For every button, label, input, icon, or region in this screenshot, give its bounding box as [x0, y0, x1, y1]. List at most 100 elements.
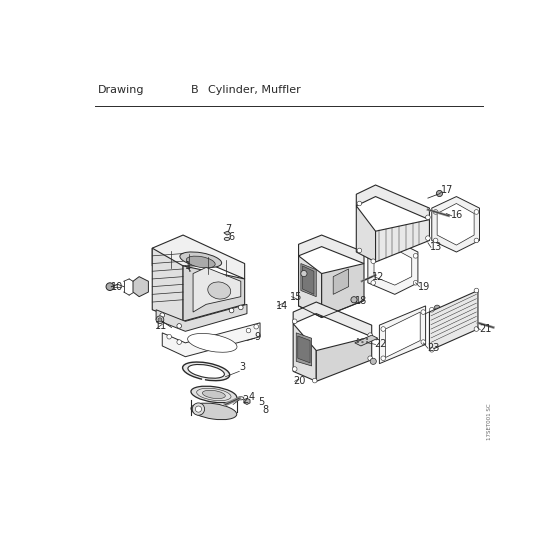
- Text: 2: 2: [242, 395, 249, 405]
- Text: 15: 15: [290, 292, 302, 302]
- Circle shape: [192, 403, 204, 416]
- Circle shape: [371, 254, 376, 258]
- Circle shape: [357, 338, 358, 340]
- Text: 16: 16: [451, 210, 463, 220]
- Ellipse shape: [180, 252, 222, 268]
- Polygon shape: [376, 220, 430, 262]
- Circle shape: [246, 328, 251, 333]
- Circle shape: [413, 254, 418, 258]
- Polygon shape: [301, 264, 316, 297]
- Text: 7: 7: [225, 224, 232, 234]
- Text: 10: 10: [111, 282, 124, 292]
- Polygon shape: [193, 267, 241, 312]
- Polygon shape: [293, 302, 372, 337]
- Circle shape: [292, 367, 297, 371]
- Text: 11: 11: [155, 321, 167, 331]
- Text: 17: 17: [441, 185, 454, 195]
- Polygon shape: [356, 206, 376, 262]
- Circle shape: [430, 347, 434, 352]
- Text: 23: 23: [427, 343, 440, 353]
- Text: 12: 12: [372, 272, 384, 282]
- Circle shape: [357, 201, 362, 206]
- Circle shape: [433, 209, 438, 214]
- Circle shape: [156, 316, 164, 324]
- Text: Cylinder, Muffler: Cylinder, Muffler: [208, 85, 301, 95]
- Circle shape: [366, 338, 368, 340]
- Polygon shape: [432, 197, 479, 252]
- Text: 8: 8: [262, 405, 268, 415]
- Polygon shape: [333, 269, 348, 295]
- Ellipse shape: [191, 386, 237, 403]
- Polygon shape: [355, 335, 378, 346]
- Circle shape: [362, 341, 363, 343]
- Circle shape: [177, 340, 181, 344]
- Circle shape: [370, 358, 376, 365]
- Circle shape: [357, 248, 362, 253]
- Circle shape: [433, 238, 438, 243]
- Polygon shape: [356, 185, 430, 220]
- Text: 21: 21: [479, 324, 492, 334]
- Polygon shape: [437, 203, 474, 245]
- Circle shape: [106, 283, 114, 291]
- Polygon shape: [302, 266, 314, 295]
- Circle shape: [474, 288, 479, 293]
- Circle shape: [430, 307, 434, 312]
- Circle shape: [167, 334, 171, 339]
- Text: 17SET001 SC: 17SET001 SC: [487, 403, 492, 440]
- Text: 14: 14: [276, 301, 288, 311]
- Circle shape: [362, 338, 363, 340]
- Ellipse shape: [202, 390, 225, 399]
- Circle shape: [421, 340, 426, 344]
- Circle shape: [368, 333, 372, 338]
- Polygon shape: [298, 256, 321, 318]
- Ellipse shape: [186, 256, 215, 268]
- Circle shape: [254, 324, 259, 329]
- Text: 18: 18: [355, 296, 367, 306]
- Circle shape: [368, 356, 372, 361]
- Ellipse shape: [188, 333, 237, 352]
- Text: 19: 19: [418, 282, 430, 292]
- Circle shape: [426, 236, 430, 240]
- Text: 9: 9: [255, 332, 261, 342]
- Polygon shape: [298, 235, 364, 264]
- Ellipse shape: [224, 237, 230, 240]
- Polygon shape: [374, 249, 412, 285]
- Polygon shape: [385, 312, 420, 357]
- Text: B: B: [191, 85, 198, 95]
- Polygon shape: [321, 264, 364, 318]
- Circle shape: [366, 341, 368, 343]
- Polygon shape: [152, 235, 245, 279]
- Polygon shape: [368, 240, 418, 295]
- Polygon shape: [296, 333, 311, 366]
- Ellipse shape: [191, 403, 237, 419]
- Circle shape: [413, 281, 418, 285]
- Circle shape: [474, 238, 479, 243]
- Ellipse shape: [183, 362, 230, 381]
- Circle shape: [229, 308, 234, 313]
- Text: 22: 22: [374, 339, 386, 349]
- Circle shape: [426, 215, 430, 220]
- Ellipse shape: [208, 282, 231, 299]
- Text: 6: 6: [228, 232, 235, 241]
- Circle shape: [160, 313, 165, 318]
- Text: 13: 13: [430, 242, 442, 253]
- Circle shape: [158, 318, 162, 321]
- Polygon shape: [224, 231, 231, 235]
- Circle shape: [421, 310, 426, 314]
- Text: 3: 3: [239, 362, 245, 372]
- Circle shape: [474, 209, 479, 214]
- Polygon shape: [152, 248, 183, 321]
- Polygon shape: [183, 266, 245, 321]
- Text: Drawing: Drawing: [99, 85, 145, 95]
- Polygon shape: [298, 336, 310, 363]
- Text: 4: 4: [249, 392, 255, 402]
- Polygon shape: [133, 277, 148, 297]
- Circle shape: [351, 297, 357, 303]
- Polygon shape: [316, 337, 372, 381]
- Polygon shape: [380, 306, 426, 363]
- Circle shape: [371, 281, 376, 285]
- Text: 5: 5: [258, 397, 264, 407]
- Polygon shape: [293, 324, 316, 381]
- Polygon shape: [156, 305, 247, 332]
- Polygon shape: [430, 291, 478, 351]
